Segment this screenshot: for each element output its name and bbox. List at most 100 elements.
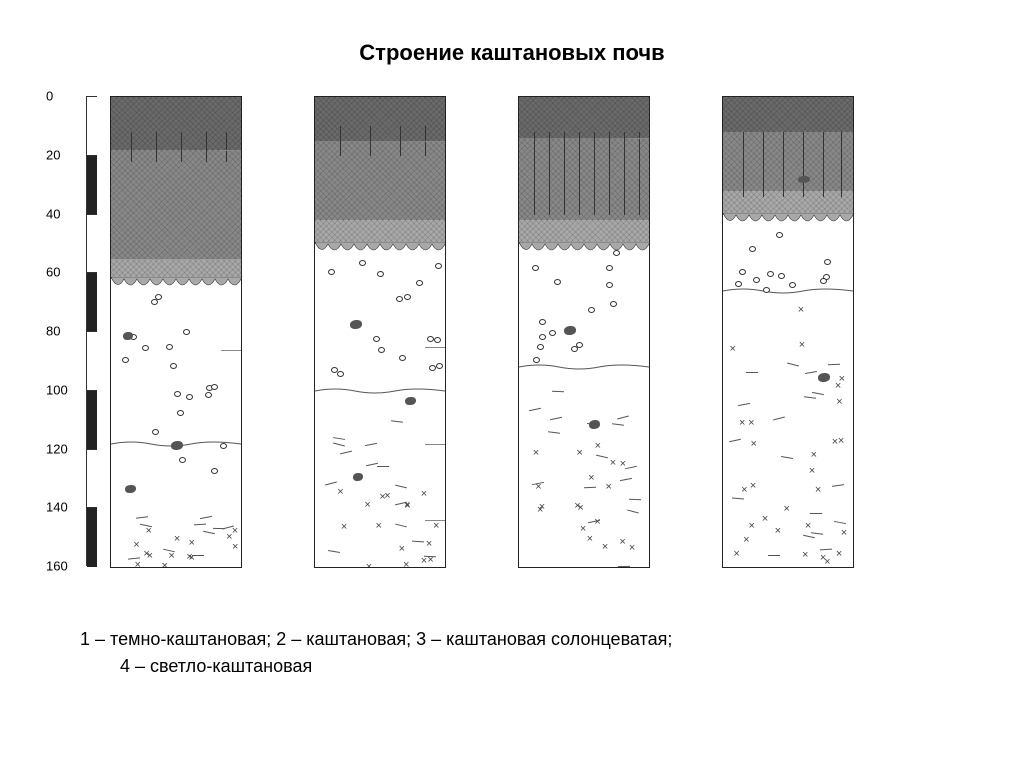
- gypsum-cross: ×: [743, 534, 749, 546]
- krotovina-blob: [589, 420, 600, 429]
- salt-vein: [365, 443, 377, 446]
- crack: [743, 132, 744, 197]
- soil-layer: [111, 150, 241, 259]
- beloglazka-dot: [576, 342, 583, 348]
- beloglazka-dot: [588, 307, 595, 313]
- gypsum-cross: ×: [364, 499, 370, 511]
- salt-vein: [552, 390, 564, 391]
- arrow-line: [221, 150, 242, 151]
- beloglazka-dot: [179, 457, 186, 463]
- arrow-line: [629, 138, 650, 139]
- krotovina-blob: [123, 332, 133, 340]
- crack: [624, 132, 625, 214]
- salt-vein: [811, 532, 823, 534]
- beloglazka-dot: [789, 282, 796, 288]
- gypsum-cross: ×: [580, 523, 586, 535]
- crack: [340, 126, 341, 155]
- gypsum-cross: ×: [838, 435, 844, 447]
- gypsum-cross: ×: [775, 525, 781, 537]
- gypsum-cross: ×: [426, 538, 432, 550]
- salt-vein: [773, 417, 785, 421]
- beloglazka-dot: [152, 429, 159, 435]
- beloglazka-dot: [373, 336, 380, 342]
- scale-bar: [86, 96, 97, 566]
- gypsum-cross: ×: [739, 417, 745, 429]
- salt-vein: [617, 415, 629, 419]
- krotovina-blob: [125, 485, 136, 493]
- legend-line-1: 1 – темно-каштановая; 2 – каштановая; 3 …: [80, 626, 944, 653]
- crack: [841, 132, 842, 197]
- salt-vein: [325, 481, 337, 485]
- crack: [400, 126, 401, 155]
- beloglazka-dot: [735, 281, 742, 287]
- gypsum-cross: ×: [730, 343, 736, 355]
- beloglazka-dot: [539, 319, 546, 325]
- krotovina-blob: [564, 326, 576, 335]
- gypsum-cross: ×: [147, 550, 153, 562]
- wavy-boundary: [723, 213, 853, 227]
- crack: [564, 132, 565, 214]
- salt-vein: [820, 549, 832, 551]
- crack: [156, 132, 157, 161]
- beloglazka-dot: [429, 365, 436, 371]
- beloglazka-dot: [220, 443, 227, 449]
- salt-vein: [804, 396, 816, 399]
- gypsum-cross: ×: [587, 533, 593, 545]
- beloglazka-dot: [753, 277, 760, 283]
- soil-layer: [111, 259, 241, 280]
- salt-vein: [746, 372, 758, 373]
- gypsum-cross: ×: [595, 440, 601, 452]
- soil-column: ××××××××××××××××××××××××××××AHClABBCCCaC…: [722, 96, 854, 568]
- beloglazka-dot: [177, 410, 184, 416]
- salt-vein: [625, 466, 637, 469]
- gypsum-cross: ×: [341, 521, 347, 533]
- gypsum-cross: ×: [602, 541, 608, 553]
- crack: [609, 132, 610, 214]
- beloglazka-dot: [436, 363, 443, 369]
- beloglazka-dot: [610, 301, 617, 307]
- gypsum-cross: ×: [741, 484, 747, 496]
- crack: [594, 132, 595, 214]
- salt-vein: [395, 485, 407, 489]
- gypsum-cross: ×: [610, 457, 616, 469]
- beloglazka-dot: [606, 265, 613, 271]
- crack: [549, 132, 550, 214]
- arrow-line: [425, 141, 446, 142]
- beloglazka-dot: [824, 259, 831, 265]
- scale-tick: 140: [46, 500, 68, 515]
- gypsum-cross: ×: [835, 380, 841, 392]
- beloglazka-dot: [767, 271, 774, 277]
- beloglazka-dot: [749, 246, 756, 252]
- scale-seg: [87, 331, 97, 391]
- gypsum-cross: ×: [574, 500, 580, 512]
- soil-layer: [519, 138, 649, 220]
- salt-vein: [548, 431, 560, 433]
- gypsum-cross: ×: [366, 561, 372, 568]
- gypsum-cross: ×: [841, 527, 847, 539]
- gypsum-cross: ×: [376, 520, 382, 532]
- gypsum-cross: ×: [836, 396, 842, 408]
- salt-vein: [618, 566, 630, 567]
- gypsum-cross: ×: [749, 520, 755, 532]
- salt-vein: [812, 392, 824, 395]
- gypsum-cross: ×: [133, 539, 139, 551]
- salt-vein: [395, 524, 407, 528]
- gypsum-cross: ×: [733, 548, 739, 560]
- beloglazka-dot: [328, 269, 335, 275]
- gypsum-cross: ×: [594, 516, 600, 528]
- scale-tick: 160: [46, 559, 68, 574]
- salt-vein: [377, 466, 389, 467]
- beloglazka-dot: [211, 468, 218, 474]
- crack: [534, 132, 535, 214]
- salt-vein: [832, 484, 844, 487]
- salt-vein: [738, 403, 750, 406]
- arrow-line: [425, 444, 446, 445]
- beloglazka-dot: [174, 391, 181, 397]
- beloglazka-dot: [606, 282, 613, 288]
- gypsum-cross: ×: [134, 559, 140, 568]
- salt-vein: [834, 521, 846, 524]
- gypsum-cross: ×: [836, 548, 842, 560]
- crack: [783, 132, 784, 197]
- scale-tick: 60: [46, 265, 60, 280]
- beloglazka-dot: [549, 330, 556, 336]
